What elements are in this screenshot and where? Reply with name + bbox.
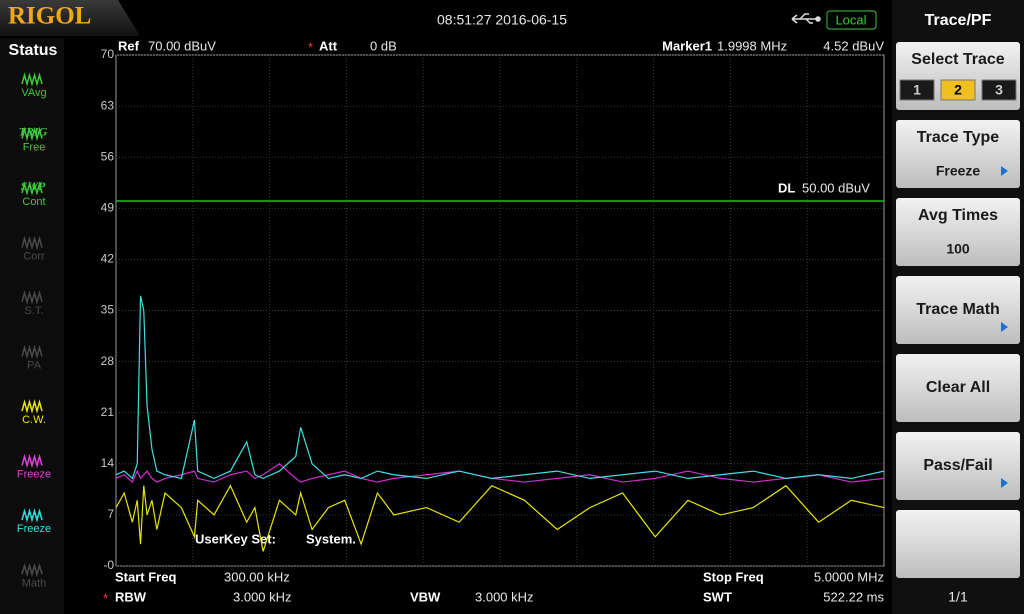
trace-option-label: 1: [913, 82, 921, 98]
y-tick-label: 35: [101, 303, 115, 317]
menu-button[interactable]: [896, 198, 1020, 266]
start-value: 300.00 kHz: [224, 569, 290, 584]
status-item-label: C.W.: [22, 414, 46, 426]
menu-button-value: Freeze: [936, 163, 981, 179]
empty-button[interactable]: [896, 510, 1020, 578]
grid: [116, 54, 884, 567]
y-tick-label: 49: [101, 200, 115, 214]
status-icon: [21, 562, 43, 578]
y-tick-label: 7: [107, 507, 114, 521]
trace: [116, 484, 884, 552]
y-tick-label: 63: [101, 98, 115, 112]
status-text: Local: [835, 12, 866, 27]
menu-button[interactable]: [896, 354, 1020, 422]
userkey-value: System.: [306, 531, 356, 546]
swt-value: 522.22 ms: [823, 589, 884, 604]
usb-icon: [791, 13, 821, 24]
menu-arrow: [1001, 322, 1008, 332]
att-flag: *: [308, 39, 313, 54]
ref-label: Ref: [118, 38, 140, 53]
status-icon: [21, 72, 43, 87]
trace-option[interactable]: [940, 79, 976, 101]
status-icon: [21, 126, 43, 142]
userkey-label: UserKey Set:: [195, 531, 276, 546]
trace: [116, 295, 884, 480]
vbw-value: 3.000 kHz: [475, 589, 534, 604]
status-title: Status: [9, 42, 58, 59]
menu-button-label: Clear All: [926, 379, 990, 396]
display-line-name: DL: [778, 180, 795, 195]
trace-option[interactable]: [899, 79, 935, 101]
y-tick-label: 70: [101, 47, 115, 61]
vbw-label: VBW: [410, 589, 441, 604]
menu-button-value: 100: [946, 241, 970, 257]
start-label: Start Freq: [115, 569, 176, 584]
status-item-label: Freeze: [17, 523, 51, 535]
menu-button-label: Trace Math: [916, 301, 1000, 318]
y-tick-label: -0: [103, 558, 114, 572]
rbw-flag: *: [103, 590, 108, 605]
status-icon: [21, 181, 43, 196]
trace-option[interactable]: [981, 79, 1017, 101]
att-label: Att: [319, 38, 338, 53]
trace-option-label: 2: [954, 82, 962, 98]
status-icon: [21, 344, 43, 360]
stop-label: Stop Freq: [703, 569, 764, 584]
status-icon: [21, 399, 43, 414]
y-tick-label: 21: [101, 405, 115, 419]
status-icon: [21, 453, 43, 469]
menu-button-label: Avg Times: [918, 207, 998, 224]
status-item-label: S.T.: [25, 305, 44, 317]
ref-value: 70.00 dBuV: [148, 38, 216, 53]
select-trace-label: Select Trace: [911, 51, 1005, 68]
status-icon: [21, 235, 43, 251]
marker-label: Marker1: [662, 38, 712, 53]
trace-option-label: 3: [995, 82, 1003, 98]
menu-button[interactable]: [896, 120, 1020, 188]
status-item-label: Freeze: [17, 468, 51, 480]
menu-title: Trace/PF: [925, 12, 992, 29]
status-icon: [21, 508, 43, 523]
y-tick-label: 28: [101, 354, 115, 368]
att-value: 0 dB: [370, 38, 397, 53]
status-item-label: Free: [23, 141, 46, 153]
status-item-top: SWP: [21, 179, 46, 193]
marker-value: 4.52 dBuV: [823, 38, 884, 53]
menu-button-label: Pass/Fail: [923, 457, 992, 474]
status-item-label: Math: [22, 577, 46, 589]
status-item-label: VAvg: [21, 87, 46, 99]
menu-button-label: Trace Type: [917, 129, 1000, 146]
y-tick-label: 56: [101, 149, 115, 163]
status-item-label: Cont: [22, 196, 45, 208]
menu-arrow: [1001, 478, 1008, 488]
status-box: [826, 10, 877, 30]
traces: [116, 295, 884, 552]
y-tick-label: 14: [101, 456, 115, 470]
trace: [116, 463, 884, 484]
status-icon: [21, 290, 43, 305]
status-item-top: TRIG: [19, 124, 48, 138]
menu-button[interactable]: [896, 276, 1020, 344]
marker-freq: 1.9998 MHz: [717, 38, 787, 53]
menu-button[interactable]: [896, 432, 1020, 500]
brand-plate: [0, 0, 140, 36]
y-tick-label: 42: [101, 252, 115, 266]
rbw-value: 3.000 kHz: [233, 589, 292, 604]
display-line-label: 50.00 dBuV: [802, 180, 870, 195]
status-item-label: Corr: [23, 250, 45, 262]
swt-label: SWT: [703, 589, 732, 604]
rbw-label: RBW: [115, 589, 147, 604]
datetime: 08:51:27 2016-06-15: [437, 12, 567, 28]
page-indicator: 1/1: [948, 589, 968, 605]
stop-value: 5.0000 MHz: [814, 569, 884, 584]
menu-arrow: [1001, 166, 1008, 176]
status-item-label: PA: [27, 359, 42, 371]
brand: RIGOL: [8, 3, 91, 30]
